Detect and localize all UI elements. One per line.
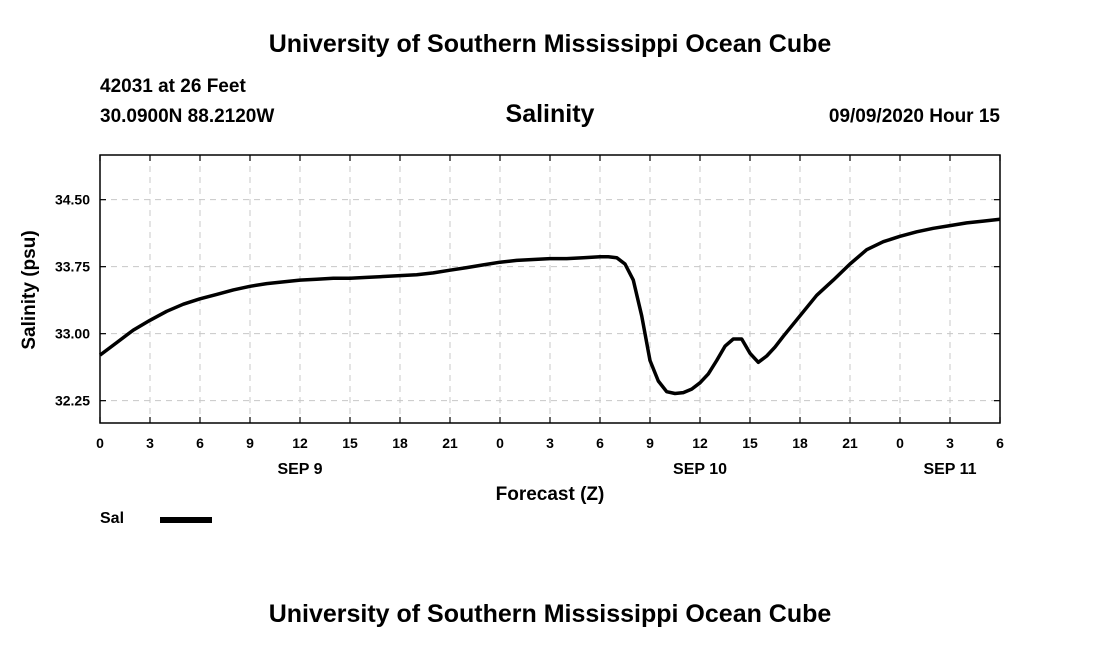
day-label: SEP 9 xyxy=(277,461,322,478)
legend-label: Sal xyxy=(100,510,125,527)
x-tick-label: 21 xyxy=(842,435,858,451)
y-tick-label: 33.75 xyxy=(55,259,90,275)
y-tick-label: 34.50 xyxy=(55,192,90,208)
x-tick-label: 9 xyxy=(246,435,254,451)
coordinates-label: 30.0900N 88.2120W xyxy=(100,106,275,127)
legend-swatch xyxy=(160,517,212,523)
y-tick-label: 33.00 xyxy=(55,326,90,342)
parameter-title: Salinity xyxy=(505,100,595,128)
x-tick-label: 6 xyxy=(996,435,1004,451)
y-tick-label: 32.25 xyxy=(55,393,90,409)
tick-labels: 0 3 6 9 12 15 18 21 0 3 6 9 12 15 18 21 0 3 6 32.25 33.00 33.… xyxy=(55,192,1004,478)
day-label: SEP 11 xyxy=(923,461,976,478)
x-tick-label: 12 xyxy=(292,435,308,451)
x-tick-label: 15 xyxy=(342,435,358,451)
series-line-sal xyxy=(98,217,1001,396)
datetime-label: 09/09/2020 Hour 15 xyxy=(828,106,1000,127)
day-label: SEP 10 xyxy=(673,461,727,478)
x-tick-label: 18 xyxy=(792,435,808,451)
x-axis-label: Forecast (Z) xyxy=(496,484,605,505)
x-tick-label: 6 xyxy=(196,435,204,451)
x-tick-label: 15 xyxy=(742,435,758,451)
x-tick-label: 21 xyxy=(442,435,458,451)
x-tick-label: 3 xyxy=(946,435,954,451)
y-axis-label: Salinity (psu) xyxy=(19,230,40,349)
top-title: University of Southern Mississippi Ocean… xyxy=(268,30,832,58)
plot-frame xyxy=(99,154,1001,424)
x-tick-label: 6 xyxy=(596,435,604,451)
x-tick-label: 0 xyxy=(96,435,104,451)
bottom-title: University of Southern Mississippi Ocean… xyxy=(268,600,832,628)
grid-lines xyxy=(100,155,1000,423)
x-tick-label: 0 xyxy=(896,435,904,451)
x-tick-label: 12 xyxy=(692,435,708,451)
x-tick-label: 3 xyxy=(546,435,554,451)
x-tick-label: 0 xyxy=(496,435,504,451)
x-tick-label: 3 xyxy=(146,435,154,451)
x-tick-label: 18 xyxy=(392,435,408,451)
x-tick-label: 9 xyxy=(646,435,654,451)
station-label: 42031 at 26 Feet xyxy=(100,76,246,97)
